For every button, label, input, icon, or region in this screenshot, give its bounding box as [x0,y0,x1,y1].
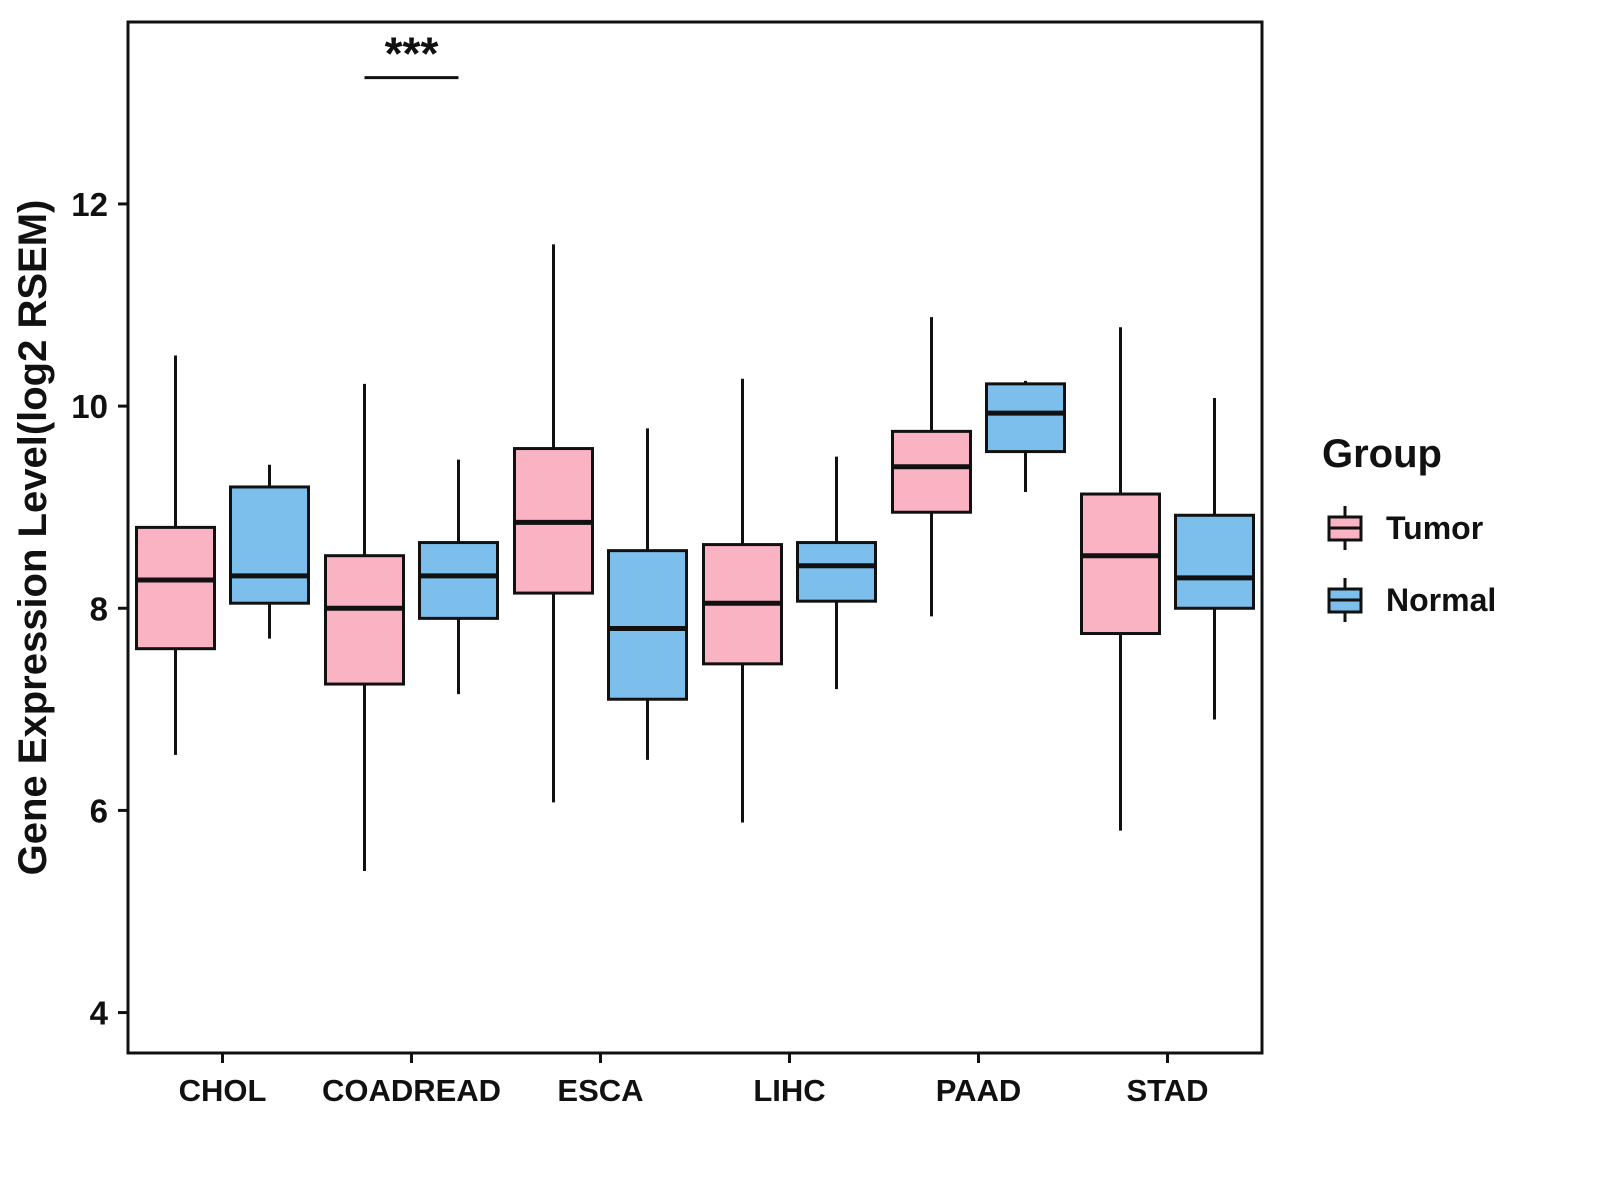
box-normal-stad [1174,513,1255,610]
y-axis-title: Gene Expression Level(log2 RSEM) [11,200,55,876]
normal-boxplot-key-icon [1327,578,1363,622]
x-tick-label-stad: STAD [1126,1073,1208,1108]
significance-stars: *** [385,28,439,80]
box-normal-lihc [796,541,877,603]
y-tick-label: 10 [71,388,108,425]
x-tick-label-esca: ESCA [557,1073,643,1108]
x-tick-label-coadread: COADREAD [322,1073,501,1108]
y-tick-label: 8 [90,590,108,627]
box-tumor-paad [891,429,972,514]
legend-label-normal: Normal [1386,581,1497,618]
box-normal-esca [607,549,688,701]
box-normal-coadread [418,541,499,620]
x-tick-label-paad: PAAD [936,1073,1022,1108]
legend-item-normal: Normal [1322,575,1496,625]
panel-border [126,20,1264,1055]
y-tick-label: 6 [90,792,108,829]
x-tick-label-chol: CHOL [179,1073,267,1108]
box-tumor-chol [135,525,216,651]
box-tumor-stad [1080,492,1161,636]
y-tick-label: 12 [71,186,108,223]
tumor-boxplot-key-icon [1327,506,1363,550]
box-normal-paad [985,382,1066,454]
y-tick-label: 4 [90,995,109,1032]
box-tumor-coadread [324,554,405,686]
legend-item-tumor: Tumor [1322,503,1496,553]
legend-label-tumor: Tumor [1386,509,1484,546]
box-normal-chol [229,485,310,605]
legend: Group Tumor Normal [1322,432,1496,647]
x-tick-label-lihc: LIHC [753,1073,825,1108]
legend-title: Group [1322,432,1442,476]
